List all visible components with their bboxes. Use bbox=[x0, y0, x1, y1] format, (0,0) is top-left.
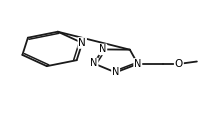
Text: N: N bbox=[90, 58, 98, 68]
Text: N: N bbox=[112, 67, 119, 77]
Text: N: N bbox=[134, 59, 141, 69]
Text: O: O bbox=[175, 59, 183, 69]
Text: N: N bbox=[99, 44, 107, 54]
Text: N: N bbox=[78, 38, 86, 48]
